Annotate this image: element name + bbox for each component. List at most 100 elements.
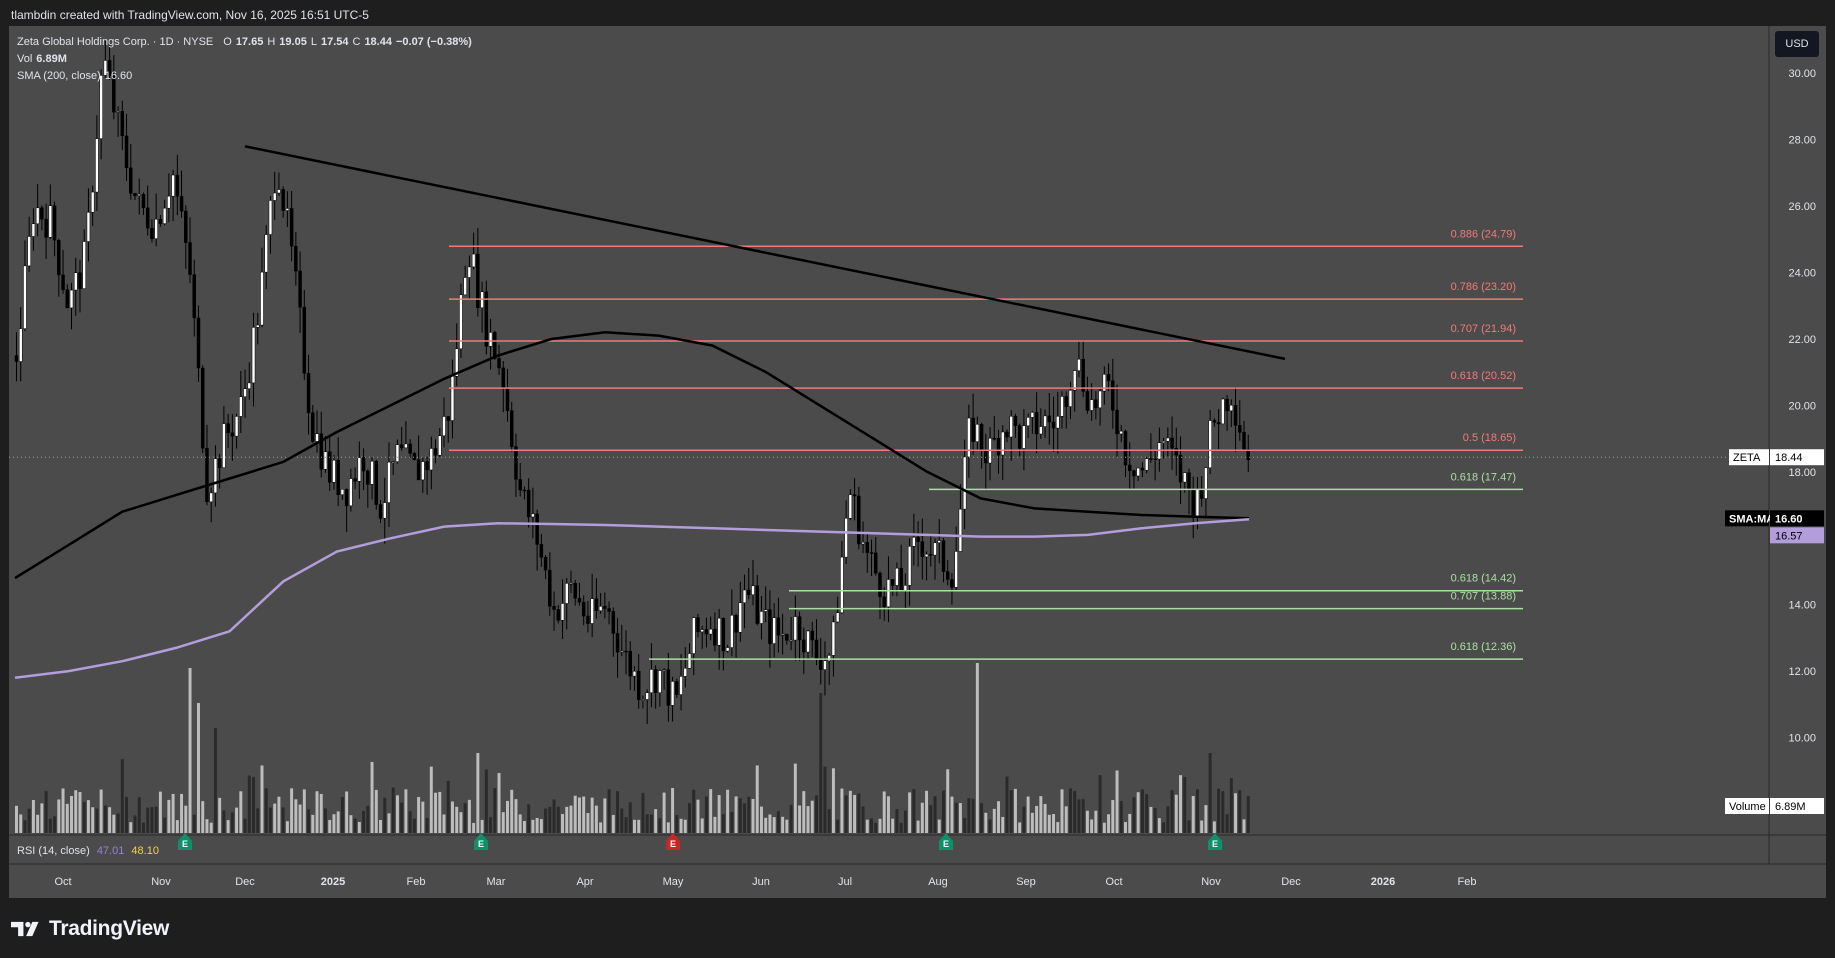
volume-bar <box>781 816 785 833</box>
candle-body <box>793 616 798 641</box>
candle-body <box>823 660 827 670</box>
volume-bar <box>1140 789 1144 833</box>
candle-body <box>306 373 311 414</box>
candle-body <box>607 608 611 612</box>
last-price-symbol-tag-bg <box>1729 449 1769 466</box>
rsi-legend[interactable]: RSI (14, close) 47.01 48.10 <box>17 845 159 857</box>
candle-body <box>332 459 336 483</box>
tradingview-brand[interactable]: TradingView <box>11 917 169 941</box>
x-tick-label: May <box>663 876 684 888</box>
candle-body <box>979 424 984 451</box>
volume-bar <box>594 805 598 833</box>
volume-bar <box>349 815 353 833</box>
volume-bar <box>675 815 679 833</box>
candle-body <box>90 191 95 213</box>
candle-body <box>920 541 925 558</box>
volume-bar <box>603 798 607 833</box>
volume-bar <box>539 819 543 833</box>
candle-body <box>1149 458 1153 460</box>
candle-body <box>349 478 353 507</box>
downtrend-line <box>244 145 1286 361</box>
candle-body <box>941 540 946 572</box>
volume-bar <box>1026 796 1030 833</box>
volume-bar <box>891 818 895 833</box>
candle-body <box>294 245 298 272</box>
currency-button[interactable]: USD <box>1775 31 1819 57</box>
candle-body <box>1085 391 1090 411</box>
symbol-title[interactable]: Zeta Global Holdings Corp. · 1D · NYSE <box>17 36 214 48</box>
high-value: 19.05 <box>279 36 307 48</box>
x-tick-label: Dec <box>1281 876 1301 888</box>
volume-bar <box>1208 753 1212 833</box>
candle-body <box>929 553 933 556</box>
candle-body <box>594 598 599 611</box>
volume-tag-value: 6.89M <box>1775 801 1806 813</box>
candle-body <box>251 327 256 384</box>
volume-bar <box>311 814 315 833</box>
volume-bar <box>324 808 327 833</box>
volume-bar <box>345 791 349 833</box>
volume-bar <box>31 799 35 833</box>
candle-body <box>69 289 74 309</box>
volume-bar <box>1005 776 1009 833</box>
volume-bar <box>116 813 120 833</box>
candle-body <box>992 437 997 440</box>
volume-bar <box>658 818 662 833</box>
volume-bar <box>95 808 99 833</box>
volume-bar <box>861 806 865 833</box>
volume-bar <box>184 805 188 833</box>
candle-body <box>857 495 861 545</box>
candle-body <box>1216 422 1221 425</box>
volume-bar <box>332 814 336 833</box>
candle-body <box>1005 431 1009 438</box>
volume-bar <box>506 800 509 833</box>
volume-bar <box>213 728 217 833</box>
volume-bar <box>633 819 636 833</box>
candle-body <box>1072 370 1077 391</box>
volume-bar <box>239 791 243 833</box>
x-tick-label: Feb <box>1458 876 1477 888</box>
candle-body <box>865 541 870 553</box>
candle-body <box>624 650 628 653</box>
candle-body <box>556 609 561 621</box>
candle-body <box>281 189 285 211</box>
volume-bar <box>929 805 933 833</box>
volume-bar <box>946 769 950 833</box>
volume-bar <box>366 805 370 833</box>
fib-level-label: 0.618 (12.36) <box>1451 641 1516 653</box>
price-chart[interactable]: 30.0028.0026.0024.0022.0020.0018.0016.00… <box>9 26 1826 898</box>
volume-bar <box>1052 814 1056 833</box>
volume-bar <box>1119 801 1123 833</box>
candle-body <box>1106 373 1111 382</box>
candle-body <box>1195 489 1200 518</box>
volume-bar <box>721 814 725 833</box>
y-tick-label: 14.00 <box>1788 600 1816 612</box>
x-tick-label: Sep <box>1016 876 1036 888</box>
volume-bar <box>870 818 874 833</box>
volume-bar <box>438 791 442 833</box>
volume-bar <box>1242 819 1246 833</box>
volume-row[interactable]: Vol 6.89M <box>17 51 472 68</box>
fib-level-label: 0.886 (24.79) <box>1451 228 1516 240</box>
symbol-row[interactable]: Zeta Global Holdings Corp. · 1D · NYSE O… <box>17 34 472 51</box>
last-price-value: 18.44 <box>1775 452 1803 464</box>
candle-body <box>1178 454 1183 483</box>
candle-body <box>404 443 408 449</box>
rsi-value-1: 47.01 <box>96 845 125 857</box>
candle-body <box>751 585 755 595</box>
volume-bar <box>607 789 611 833</box>
candle-body <box>1013 416 1018 426</box>
volume-bar <box>395 795 399 833</box>
candle-body <box>1166 437 1170 442</box>
chart-frame[interactable]: 30.0028.0026.0024.0022.0020.0018.0016.00… <box>9 26 1826 898</box>
volume-bar <box>412 818 416 833</box>
volume-bar <box>671 788 675 833</box>
candle-body <box>984 450 988 464</box>
volume-bar <box>755 765 759 833</box>
volume-bar <box>569 805 573 833</box>
volume-bar <box>1166 806 1170 833</box>
volume-bar <box>878 818 882 833</box>
volume-bar <box>628 802 632 833</box>
candle-body <box>1111 380 1115 411</box>
sma-row[interactable]: SMA (200, close) 16.60 <box>17 68 472 85</box>
